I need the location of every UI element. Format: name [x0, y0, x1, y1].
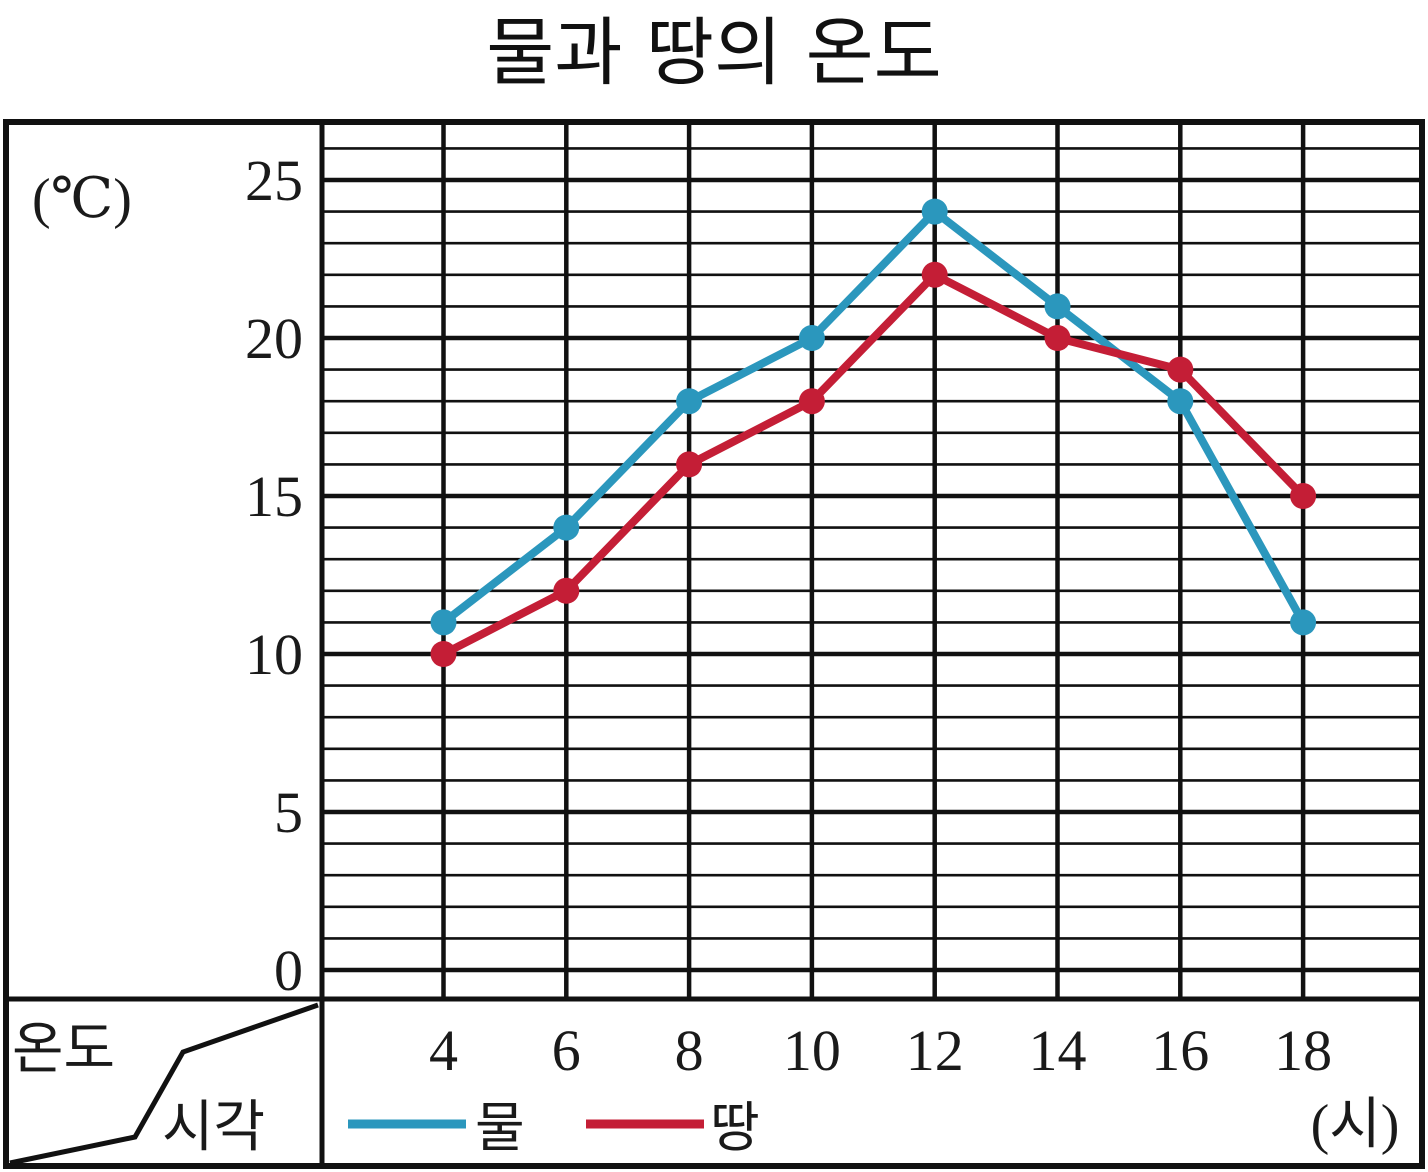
y-tick-label: 0 — [274, 938, 303, 1003]
y-tick-label: 20 — [245, 306, 303, 371]
corner-diagonal — [9, 1002, 319, 1166]
data-point — [430, 609, 457, 636]
legend-label: 땅 — [710, 1096, 760, 1159]
corner-col-label: 시각 — [162, 1095, 265, 1160]
corner-header-cell: 온도 시각 — [9, 1002, 319, 1166]
data-point — [430, 641, 457, 667]
x-axis-tick-labels: 4 6 8 10 12 14 16 18 — [429, 1018, 1332, 1083]
data-point — [1167, 356, 1194, 383]
legend-label: 물 — [475, 1096, 525, 1159]
grid — [322, 122, 1422, 999]
y-axis-tick-labels: 0 5 10 15 20 25 — [245, 148, 303, 1003]
data-point — [1044, 293, 1071, 320]
y-tick-label: 10 — [245, 622, 303, 687]
series-line — [439, 207, 1308, 627]
data-point — [676, 388, 703, 415]
data-point — [798, 325, 825, 351]
x-tick-label: 18 — [1274, 1018, 1332, 1083]
x-tick-label: 16 — [1151, 1018, 1209, 1083]
y-tick-label: 15 — [245, 464, 303, 529]
data-point — [1290, 483, 1317, 509]
data-point — [553, 514, 580, 541]
series-1 — [430, 261, 1317, 667]
data-point — [921, 198, 948, 225]
data-point — [1044, 325, 1071, 351]
series — [430, 198, 1317, 667]
legend-item: 땅 — [586, 1096, 760, 1159]
x-tick-label: 4 — [429, 1018, 458, 1083]
data-point — [553, 577, 580, 604]
y-tick-label: 5 — [274, 780, 303, 845]
data-point — [676, 451, 703, 478]
chart-title: 물과 땅의 온도 — [486, 10, 942, 96]
data-point — [1167, 388, 1194, 415]
x-axis-unit: (시) — [1311, 1094, 1400, 1156]
data-point — [921, 261, 948, 288]
y-tick-label: 25 — [245, 148, 303, 213]
x-tick-label: 14 — [1029, 1018, 1087, 1083]
series-0 — [430, 198, 1317, 636]
outer-border — [3, 119, 1425, 1169]
data-point — [798, 388, 825, 415]
legend-item: 물 — [348, 1096, 525, 1159]
x-tick-label: 8 — [675, 1018, 704, 1083]
data-point — [1290, 609, 1317, 636]
corner-row-label: 온도 — [12, 1017, 115, 1082]
x-tick-label: 10 — [783, 1018, 841, 1083]
x-tick-label: 6 — [552, 1018, 581, 1083]
table-frame — [3, 119, 1425, 1169]
series-line — [439, 270, 1308, 658]
y-axis-unit: (℃) — [32, 168, 132, 230]
x-tick-label: 12 — [906, 1018, 964, 1083]
